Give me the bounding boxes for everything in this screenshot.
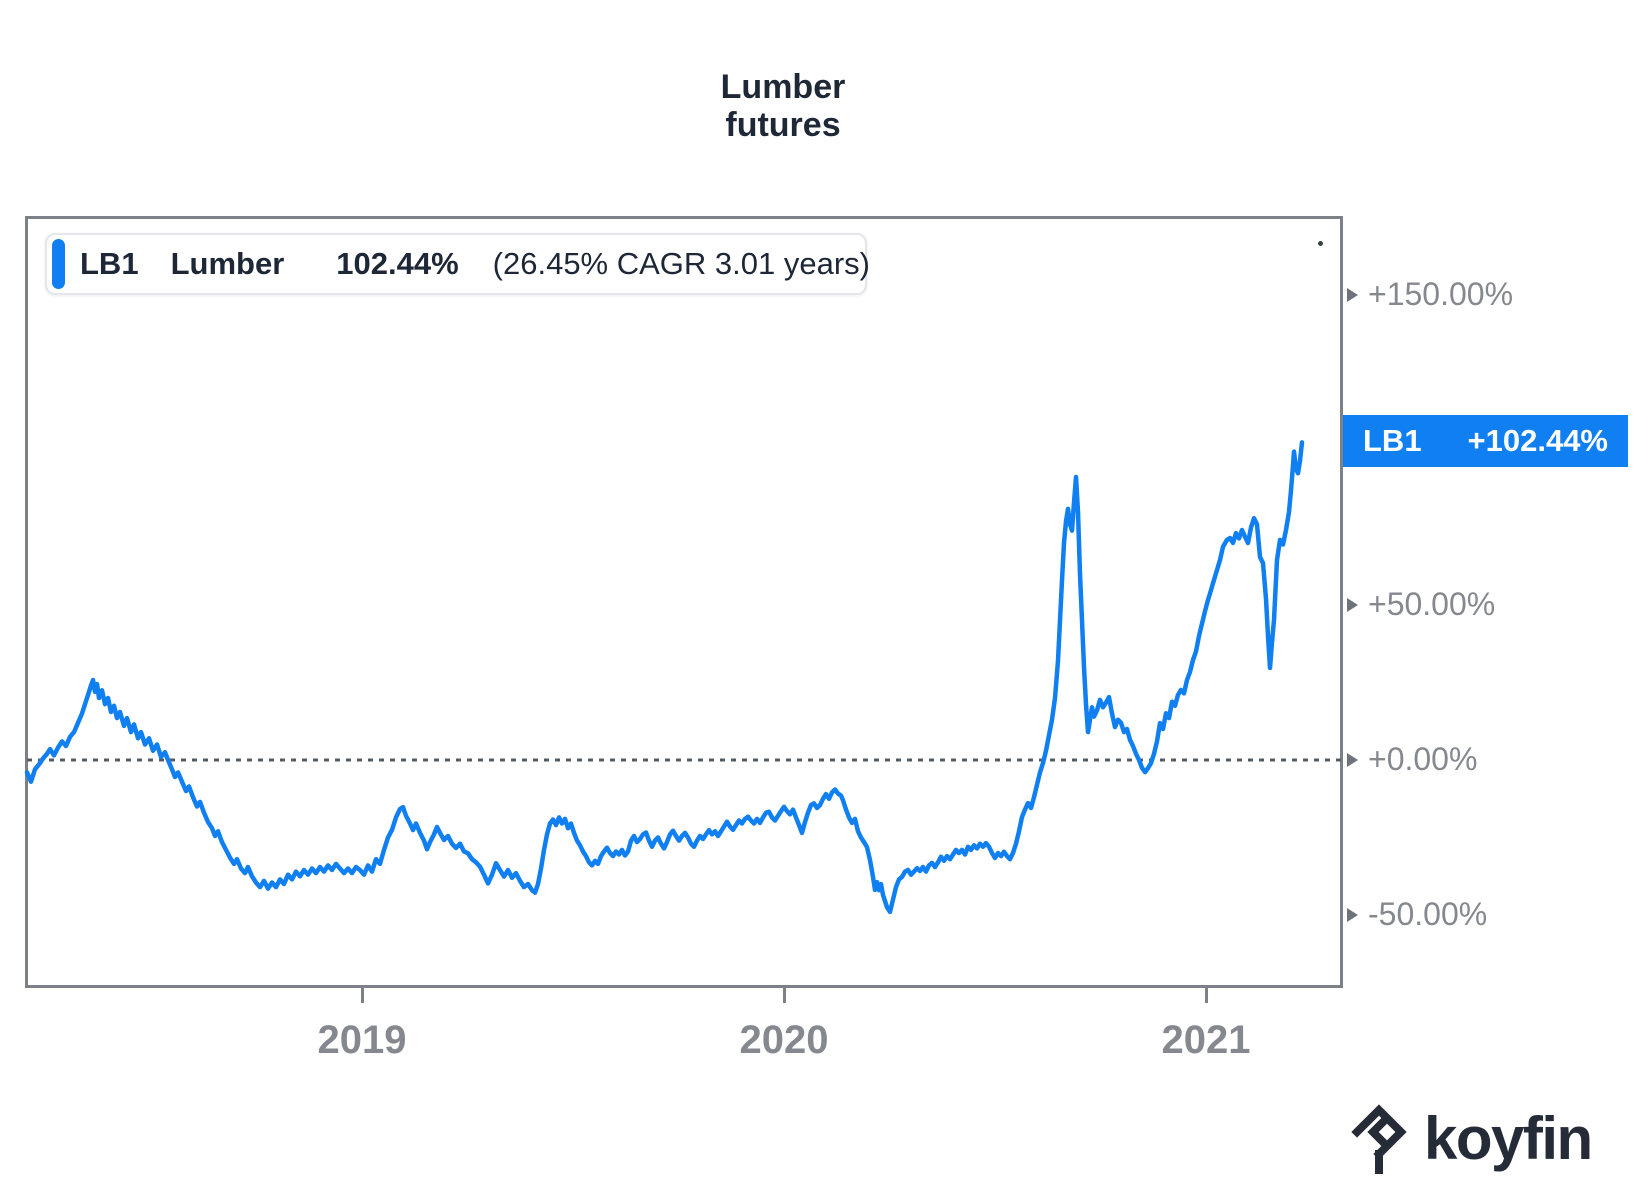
x-axis-label: 2021 (1161, 1018, 1251, 1062)
y-axis-label: +0.00% (1368, 741, 1478, 777)
legend-ticker: LB1 (80, 246, 139, 281)
badge-ticker: LB1 (1363, 423, 1422, 458)
legend-chip[interactable]: LB1 Lumber 102.44% (26.45% CAGR 3.01 yea… (45, 233, 870, 295)
badge-value: +102.44% (1467, 423, 1608, 458)
koyfin-logo: koyfin (1348, 1098, 1593, 1180)
koyfin-logo-icon (1351, 1104, 1407, 1174)
y-axis-label: +150.00% (1368, 276, 1514, 312)
x-axis-tick (783, 988, 786, 1003)
chart-title-line1: Lumber (720, 68, 846, 106)
y-axis-arrow-icon (1347, 598, 1358, 612)
x-axis-tick (361, 988, 364, 1003)
y-axis-label: +50.00% (1368, 586, 1496, 622)
plot-area[interactable] (25, 216, 1343, 988)
stray-dot (1318, 241, 1323, 246)
y-axis-arrow-icon (1347, 288, 1358, 302)
chart-title: Lumber futures (583, 68, 983, 144)
x-axis-label: 2020 (739, 1018, 829, 1062)
y-axis-arrow-icon (1347, 753, 1358, 767)
legend-color-bar (52, 239, 65, 289)
y-axis-label: -50.00% (1368, 896, 1488, 932)
legend-change-value: 102.44% (336, 246, 459, 281)
legend-series-name: Lumber (170, 246, 285, 281)
x-axis-tick (1205, 988, 1208, 1003)
legend-cagr-note: (26.45% CAGR 3.01 years) (492, 246, 870, 281)
chart-title-line2: futures (725, 106, 841, 144)
y-axis-arrow-icon (1347, 908, 1358, 922)
koyfin-wordmark: koyfin (1424, 1105, 1593, 1172)
last-price-badge: LB1 +102.44% (1343, 415, 1628, 467)
x-axis-label: 2019 (317, 1018, 407, 1062)
